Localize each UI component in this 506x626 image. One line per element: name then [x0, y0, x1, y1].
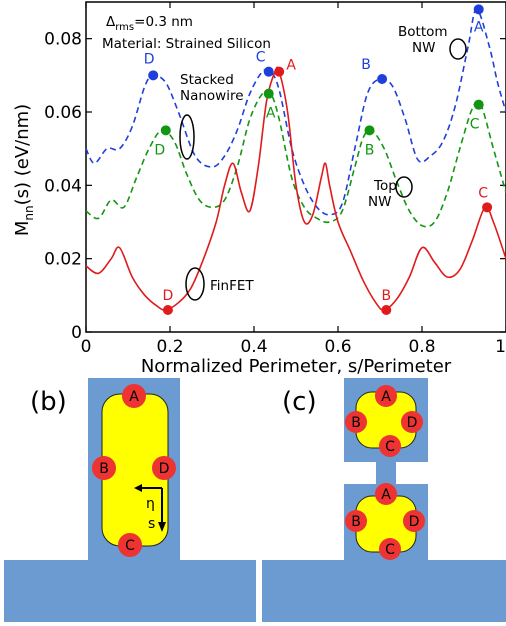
panel-b-point-a: A	[122, 384, 146, 408]
x-tick-label: 0.4	[240, 337, 267, 357]
finfet-curve	[85, 66, 506, 311]
panel-b-point-b: B	[92, 456, 116, 480]
panel-b-label: (b)	[30, 387, 67, 417]
marker-point-c	[473, 99, 484, 110]
y-axis-label: Mnn(s) (eV/nm)	[12, 104, 36, 236]
marker-point-b	[364, 125, 375, 136]
marker-label-c: C	[478, 185, 488, 201]
panel-c-bottom-point-b: B	[345, 510, 367, 532]
svg-text:A: A	[381, 487, 391, 503]
marker-point-c	[482, 202, 493, 213]
y-tick-label: 0.08	[44, 30, 82, 50]
y-tick-label: 0.04	[44, 176, 82, 196]
marker-point-c	[263, 66, 274, 77]
marker-point-b	[377, 74, 388, 84]
marker-label-b: B	[381, 288, 391, 304]
panel-b-point-d: D	[152, 456, 176, 480]
panel-c: (c) A B D C A B	[262, 378, 506, 622]
marker-label-a: A	[474, 19, 484, 35]
marker-label-d: D	[163, 288, 174, 304]
y-tick-label: 0.02	[44, 250, 82, 270]
marker-label-b: B	[361, 57, 371, 73]
panel-c-bottom-point-a: A	[375, 483, 397, 505]
marker-label-b: B	[365, 142, 375, 158]
finfet-label: FinFET	[210, 278, 254, 294]
panel-c-substrate	[262, 560, 506, 622]
marker-label-c: C	[470, 117, 480, 133]
panel-c-bridge	[376, 460, 396, 486]
svg-text:D: D	[407, 415, 418, 431]
marker-label-d: D	[154, 142, 165, 158]
svg-text:D: D	[159, 461, 170, 477]
svg-text:A: A	[381, 389, 391, 405]
svg-text:B: B	[351, 514, 361, 530]
marker-point-a	[263, 88, 274, 99]
panel-c-bottom-point-c: C	[379, 538, 401, 560]
top-nw-label-line2: NW	[368, 194, 391, 210]
s-axis-label: s	[148, 516, 155, 532]
chart-annotations: Δrms=0.3 nm Material: Strained Silicon S…	[102, 14, 467, 301]
marker-label-c: C	[256, 50, 266, 66]
panel-c-top-point-b: B	[345, 411, 367, 433]
marker-point-b	[381, 305, 392, 315]
material-annotation: Material: Strained Silicon	[102, 36, 271, 52]
svg-text:B: B	[351, 415, 361, 431]
marker-point-d	[148, 70, 159, 81]
top-nw-ellipse	[395, 176, 413, 198]
panel-b-axes-arrows: η s	[134, 484, 166, 532]
marker-point-d	[162, 305, 173, 315]
finfet-ellipse	[185, 267, 205, 301]
delta-rms-annotation: Δrms=0.3 nm	[106, 14, 193, 33]
panel-b-substrate	[4, 560, 256, 622]
x-tick-label: 0.8	[408, 337, 435, 357]
bottom-nw-label-line1: Bottom	[398, 24, 448, 40]
x-tick-label: 0.6	[324, 337, 351, 357]
top-nw-label-line1: Top	[373, 178, 397, 194]
marker-label-a: A	[286, 58, 296, 74]
svg-text:B: B	[99, 461, 109, 477]
panel-b-point-c: C	[118, 533, 142, 557]
stacked-nanowire-label-line2: Nanowire	[180, 88, 244, 104]
bottom-nw-ellipse	[449, 38, 467, 60]
svg-text:C: C	[125, 538, 135, 554]
panel-c-bottom-point-d: D	[403, 510, 425, 532]
eta-axis-label: η	[146, 496, 155, 512]
marker-point-d	[160, 125, 171, 136]
x-tick-label: 0.2	[156, 337, 183, 357]
panel-c-top-point-d: D	[401, 411, 423, 433]
marker-label-a: A	[266, 106, 276, 122]
panel-c-top-point-c: C	[379, 435, 401, 457]
plot-frame	[85, 1, 506, 333]
top-nw-curve	[85, 89, 506, 228]
chart-points: D C B A D A B C A D B C	[144, 4, 493, 315]
marker-point-a	[274, 66, 285, 77]
y-tick-label: 0	[71, 323, 82, 343]
svg-text:A: A	[129, 389, 139, 405]
bottom-nw-label-line2: NW	[412, 40, 435, 56]
panel-b: (b) A B D C η s	[4, 378, 256, 622]
marker-point-a	[473, 4, 484, 15]
svg-text:C: C	[385, 439, 395, 455]
panel-c-label: (c)	[282, 387, 317, 417]
stacked-nanowire-label-line1: Stacked	[180, 72, 234, 88]
x-tick-label: 0	[81, 337, 92, 357]
svg-text:C: C	[385, 542, 395, 558]
plot-area: 0 0.2 0.4 0.6 0.8 1 0 0.02 0.04 0.06 0.08	[44, 1, 506, 357]
x-axis-label: Normalized Perimeter, s/Perimeter	[141, 356, 452, 377]
y-tick-label: 0.06	[44, 103, 82, 123]
axes-labels: Normalized Perimeter, s/Perimeter Mnn(s)…	[12, 104, 452, 377]
x-tick-label: 1	[495, 337, 506, 357]
svg-text:D: D	[409, 514, 420, 530]
stacked-nanowire-ellipse	[179, 114, 195, 160]
panel-c-top-point-a: A	[375, 385, 397, 407]
marker-label-d: D	[144, 51, 155, 67]
